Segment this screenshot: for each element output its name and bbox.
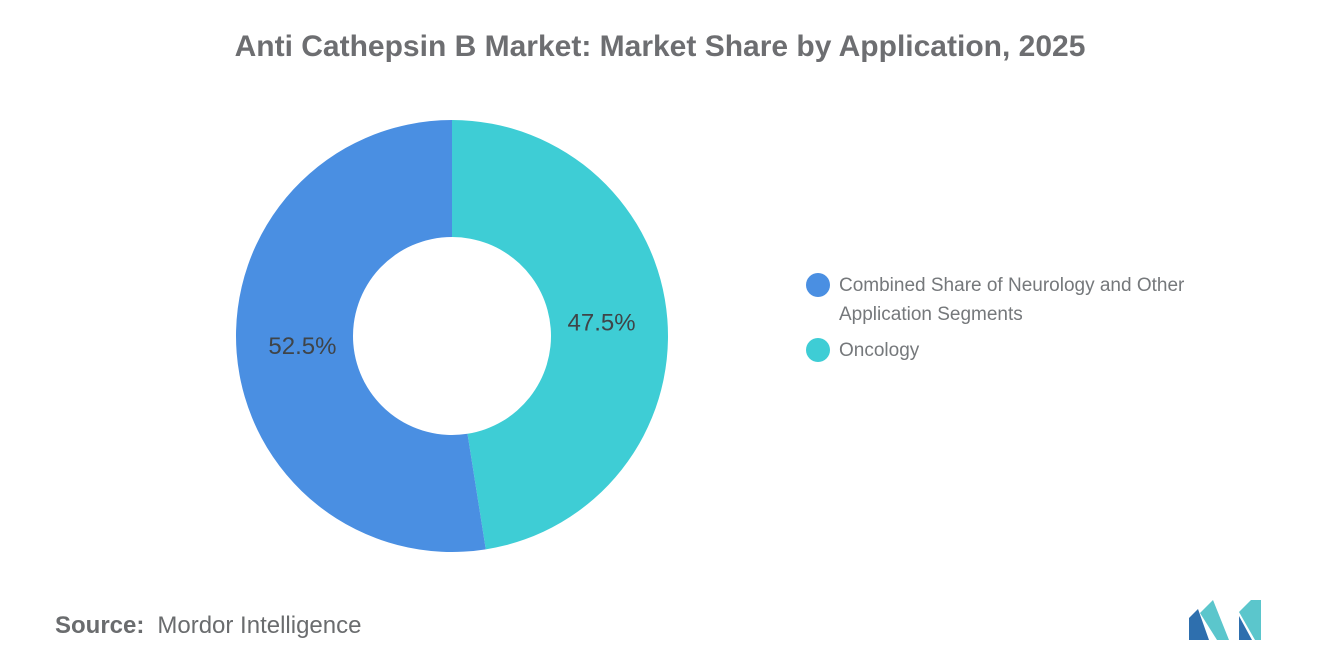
logo-shape-teal-right <box>1239 600 1261 640</box>
logo-shape-blue-left <box>1189 609 1209 640</box>
chart-title: Anti Cathepsin B Market: Market Share by… <box>234 30 1086 63</box>
source-line: Source: Mordor Intelligence <box>55 612 361 640</box>
slice-label-combined-neurology-other: 52.5% <box>268 333 336 360</box>
logo-shape-teal-band <box>1200 600 1229 640</box>
mordor-intelligence-logo <box>1189 600 1261 640</box>
legend-item-oncology: Oncology <box>806 336 1276 365</box>
donut-slice-combined-neurology-other <box>235 120 486 552</box>
source-value: Mordor Intelligence <box>157 612 362 639</box>
legend-label-oncology: Oncology <box>839 340 920 361</box>
legend-dot-combined <box>806 273 830 297</box>
legend-item-combined: Combined Share of Neurology and Other Ap… <box>806 271 1276 329</box>
logo-shape-blue-right <box>1239 616 1252 640</box>
legend-dot-oncology <box>806 338 830 362</box>
donut-slice-oncology <box>452 120 668 550</box>
source-label: Source: <box>55 612 145 639</box>
slice-label-oncology: 47.5% <box>568 310 636 337</box>
chart-legend: Combined Share of Neurology and Other Ap… <box>806 271 1276 372</box>
legend-label-combined: Combined Share of Neurology and Other Ap… <box>839 275 1185 325</box>
